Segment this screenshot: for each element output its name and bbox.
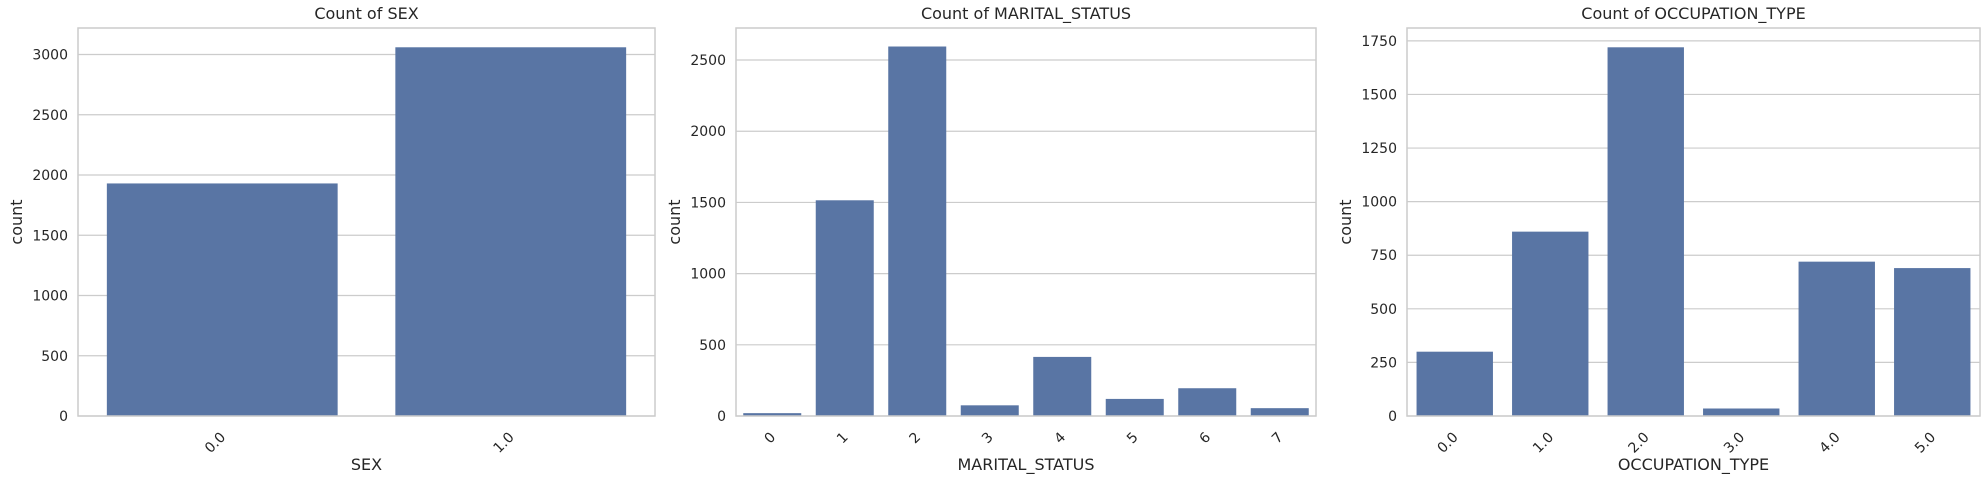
x-tick-label: 0.0 — [202, 430, 229, 457]
x-tick-label: 0 — [761, 430, 779, 448]
bar — [1894, 268, 1971, 416]
y-tick-label: 2000 — [32, 168, 68, 184]
y-tick-label: 1500 — [690, 195, 726, 211]
x-tick-label: 0.0 — [1435, 430, 1462, 457]
chart-title: Count of MARITAL_STATUS — [921, 4, 1131, 24]
x-tick-label: 3.0 — [1721, 430, 1748, 457]
y-tick-label: 1000 — [32, 289, 68, 305]
y-tick-label: 1000 — [690, 267, 726, 283]
y-tick-label: 2500 — [690, 53, 726, 69]
bar — [395, 47, 627, 416]
bar — [1512, 231, 1589, 416]
x-tick-label: 1.0 — [1530, 430, 1557, 457]
y-tick-label: 750 — [1370, 248, 1397, 264]
y-tick-label: 2500 — [32, 108, 68, 124]
y-tick-label: 1000 — [1361, 195, 1397, 211]
y-tick-label: 500 — [699, 338, 726, 354]
bar — [1607, 47, 1684, 416]
y-tick-label: 3000 — [32, 48, 68, 64]
chart-title: Count of SEX — [314, 4, 418, 23]
bar — [960, 405, 1019, 416]
bar — [1703, 408, 1780, 416]
y-axis-label: count — [7, 199, 26, 244]
chart-title: Count of OCCUPATION_TYPE — [1581, 4, 1805, 24]
y-tick-label: 2000 — [690, 124, 726, 140]
x-tick-label: 4 — [1051, 429, 1069, 447]
y-tick-label: 1750 — [1361, 34, 1397, 50]
bar — [1250, 408, 1309, 416]
y-tick-label: 1250 — [1361, 141, 1397, 157]
x-axis-label: MARITAL_STATUS — [957, 455, 1094, 475]
bar — [815, 200, 874, 416]
plot-frame — [77, 27, 656, 417]
plot-frame — [1406, 27, 1981, 417]
chart-panel-1: 0 500 1000 1500 2000 2500 0 1 2 3 4 5 6 7 Count of MAR… — [665, 4, 1317, 475]
y-tick-label: 0 — [59, 409, 68, 425]
bar — [106, 183, 338, 416]
chart-panel-2: 0 250 500 750 1000 1250 1500 1750 0.0 1.0 2.0 3.0 4.… — [1336, 4, 1981, 475]
bar — [1416, 351, 1493, 416]
y-tick-label: 250 — [1370, 355, 1397, 371]
bar — [1178, 388, 1237, 416]
x-tick-label: 3 — [979, 430, 997, 448]
y-tick-label: 0 — [1388, 409, 1397, 425]
y-tick-label: 500 — [41, 349, 68, 365]
y-tick-label: 1500 — [1361, 87, 1397, 103]
x-tick-label: 5.0 — [1912, 430, 1939, 457]
bar — [1033, 356, 1092, 416]
bar — [1798, 261, 1875, 416]
plot-frame — [735, 27, 1317, 417]
x-tick-label: 5 — [1124, 430, 1142, 448]
x-tick-label: 2.0 — [1626, 430, 1653, 457]
bar — [743, 413, 802, 416]
y-axis-label: count — [665, 199, 684, 244]
x-axis-label: OCCUPATION_TYPE — [1618, 455, 1769, 475]
y-tick-label: 0 — [717, 409, 726, 425]
x-tick-label: 1.0 — [491, 430, 518, 457]
y-tick-label: 500 — [1370, 302, 1397, 318]
y-axis-label: count — [1336, 199, 1355, 244]
x-tick-label: 6 — [1196, 429, 1214, 447]
x-tick-label: 7 — [1269, 430, 1287, 448]
chart-panel-0: 0 500 1000 1500 2000 2500 3000 0.0 1.0 Count of S… — [7, 4, 656, 474]
bar — [1105, 398, 1164, 416]
y-tick-label: 1500 — [32, 228, 68, 244]
x-tick-label: 4.0 — [1817, 430, 1844, 457]
x-axis-label: SEX — [351, 455, 382, 474]
x-tick-label: 1 — [834, 430, 852, 448]
bar — [888, 46, 947, 416]
x-tick-label: 2 — [906, 430, 924, 448]
